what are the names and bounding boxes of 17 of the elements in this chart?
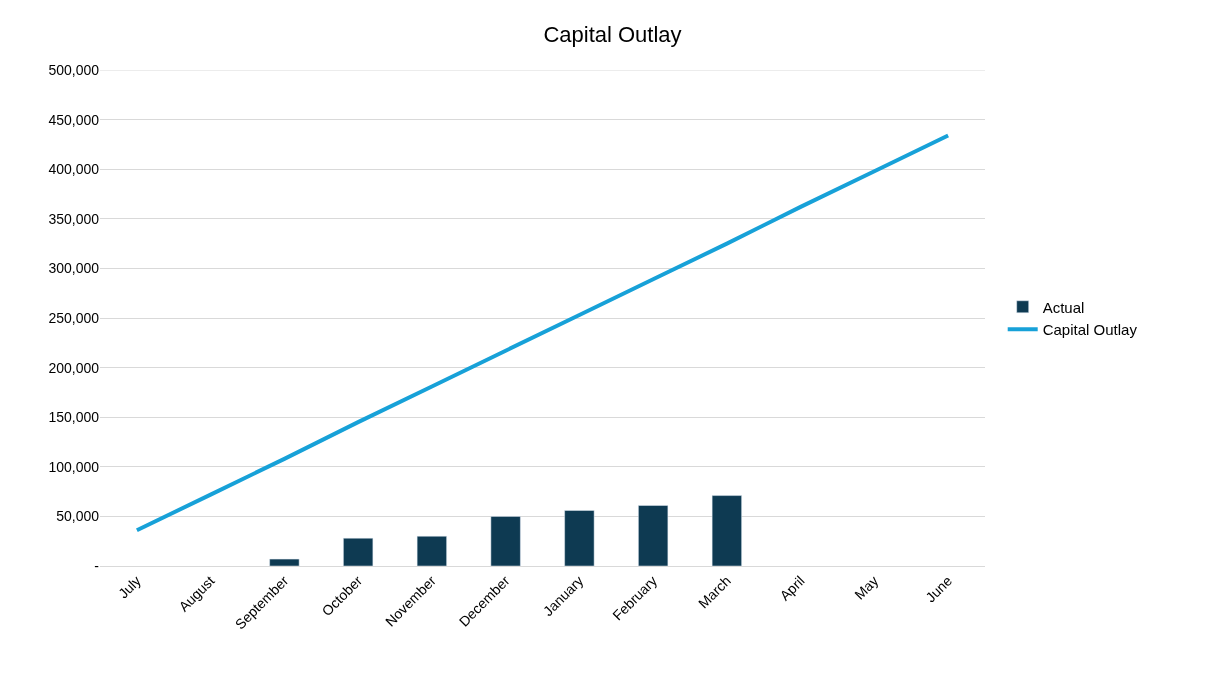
legend-label: Actual — [1042, 298, 1085, 316]
x-tick-label: May — [851, 572, 882, 603]
y-tick-label: 450,000 — [48, 111, 100, 128]
y-tick-label: 100,000 — [48, 458, 100, 475]
y-tick-label: 200,000 — [48, 359, 100, 376]
y-tick-label: 150,000 — [48, 409, 100, 426]
line-series — [134, 133, 951, 533]
chart-title: Capital Outlay — [543, 22, 682, 48]
legend-label: Capital Outlay — [1042, 321, 1138, 339]
y-tick-label: - — [94, 557, 100, 574]
y-tick-label: 350,000 — [48, 210, 100, 227]
y-tick-label: 400,000 — [48, 161, 100, 178]
y-tick-label: 300,000 — [48, 260, 100, 277]
x-tick-label: July — [115, 572, 144, 602]
y-tick-label: 250,000 — [48, 309, 100, 326]
y-tick-label: 500,000 — [48, 61, 100, 78]
y-tick-label: 50,000 — [56, 508, 100, 525]
